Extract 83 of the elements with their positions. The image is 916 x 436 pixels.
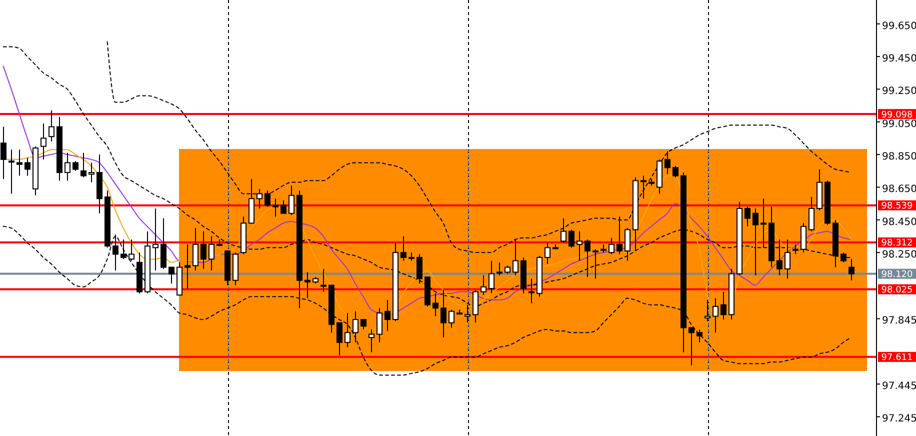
candlestick (80, 152, 86, 178)
candlestick (480, 274, 486, 296)
candlestick (592, 248, 598, 280)
y-tick-label: 98.450 (882, 216, 916, 228)
y-tick-label: 98.850 (882, 152, 916, 163)
candlestick (840, 252, 846, 263)
ref-line-label: 99.098 (881, 110, 914, 120)
candlestick (624, 228, 630, 262)
candlestick (24, 157, 30, 176)
y-tick-label: 98.650 (882, 184, 916, 196)
candlestick (64, 152, 70, 182)
candlestick (672, 165, 678, 178)
candlestick (320, 268, 326, 292)
candlestick (128, 238, 134, 262)
candlestick (384, 299, 390, 332)
candlestick (560, 218, 566, 244)
candlestick (160, 218, 166, 270)
candlestick (784, 238, 790, 280)
candlestick (16, 149, 22, 176)
candlestick (72, 160, 78, 172)
candlestick (88, 162, 94, 183)
y-tick-label: 99.050 (882, 118, 916, 130)
ref-line-label: 98.120 (881, 270, 914, 280)
candlestick (792, 244, 798, 255)
candlestick (808, 196, 814, 232)
candlestick (256, 188, 262, 209)
candlestick (608, 237, 614, 255)
y-tick-label: 97.845 (882, 316, 916, 327)
candlestick (120, 238, 126, 260)
candlestick (376, 308, 382, 343)
candlestick (720, 291, 726, 320)
candlestick (776, 238, 782, 276)
candlestick (800, 222, 806, 254)
candlestick (752, 208, 758, 276)
candlestick (352, 310, 358, 343)
candlestick (712, 298, 718, 334)
candlestick (688, 327, 694, 366)
candlestick (360, 319, 366, 330)
candlestick (8, 149, 14, 194)
candlestick (760, 198, 766, 248)
candlestick (208, 236, 214, 272)
candlestick (744, 206, 750, 227)
candlestick (152, 208, 158, 272)
candlestick (696, 328, 702, 343)
candlestick (40, 123, 46, 160)
candlestick (400, 236, 406, 262)
candlestick (576, 230, 582, 262)
candlestick (304, 272, 310, 299)
y-tick-label: 99.250 (882, 86, 916, 98)
candlestick (544, 242, 550, 264)
candlestick (192, 228, 198, 272)
ref-line-label: 97.611 (881, 353, 913, 364)
ref-line-label: 98.025 (881, 286, 913, 296)
y-tick-label: 97.245 (882, 414, 916, 425)
y-tick-label: 98.250 (882, 250, 916, 261)
candlestick (496, 262, 502, 276)
candlestick (264, 190, 270, 208)
y-tick-label: 97.445 (882, 381, 916, 392)
candlestick (288, 185, 294, 216)
candlestick (336, 322, 342, 356)
candlestick (640, 175, 646, 200)
candlestick (168, 266, 174, 284)
candlestick (664, 150, 670, 175)
candlestick (272, 198, 278, 218)
candlestick (344, 312, 350, 348)
y-tick-label: 99.450 (882, 54, 916, 65)
candlestick (48, 110, 54, 142)
candlestick (184, 244, 190, 289)
candlestick (568, 229, 574, 248)
candlestick (416, 254, 422, 284)
candlestick (280, 200, 286, 214)
ref-line-label: 98.312 (881, 238, 913, 249)
y-tick-label: 99.650 (882, 20, 916, 32)
candlestick (448, 309, 454, 328)
candlestick (584, 238, 590, 278)
candlestick (112, 234, 118, 272)
candlestick (528, 278, 534, 304)
candlestick (488, 260, 494, 294)
candlestick (368, 328, 374, 353)
candlestick (848, 258, 854, 281)
ref-line-label: 98.539 (881, 202, 914, 212)
candlestick (200, 230, 206, 270)
candlestick (0, 126, 6, 180)
